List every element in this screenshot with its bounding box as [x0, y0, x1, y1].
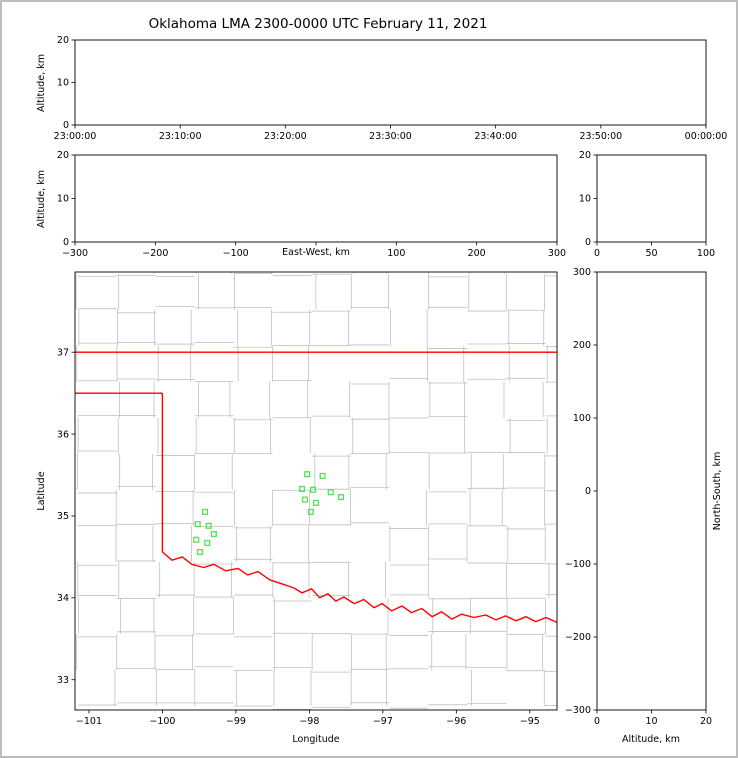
x-tick-label: −95 [520, 716, 540, 727]
station-marker [202, 508, 209, 515]
y-tick-label: 10 [579, 194, 591, 205]
y-tick-label: 20 [57, 35, 69, 46]
y-tick-label: 100 [573, 413, 591, 424]
y-tick-label: 20 [57, 150, 69, 161]
y-tick-label: −100 [565, 559, 591, 570]
x-tick-label: 300 [548, 248, 566, 259]
plan_view-panel-frame [74, 271, 558, 711]
x-tick-label: 100 [697, 248, 715, 259]
y-tick-label: 36 [57, 429, 69, 440]
y-tick-label: 0 [585, 237, 591, 248]
y-tick-label: 0 [585, 486, 591, 497]
y-tick-label: 10 [57, 194, 69, 205]
y-tick-label: 20 [579, 150, 591, 161]
station-marker [298, 485, 306, 493]
x-tick-label: −101 [76, 716, 102, 727]
x-tick-label: 23:20:00 [264, 131, 307, 142]
x-tick-label: 0 [594, 248, 600, 259]
height-ns-ylabel: North-South, km [712, 452, 723, 530]
y-tick-label: −300 [565, 705, 591, 716]
station-marker [319, 472, 326, 479]
station-marker [196, 548, 203, 556]
x-tick-label: 00:00:00 [685, 131, 728, 142]
station-marker [193, 536, 200, 543]
station-marker [205, 522, 212, 529]
x-tick-label: −97 [373, 716, 393, 727]
x-tick-label: 0 [594, 716, 600, 727]
x-tick-label: 23:40:00 [474, 131, 517, 142]
x-tick-label: −100 [223, 248, 249, 259]
x-tick-label: 23:00:00 [54, 131, 97, 142]
station-marker [307, 508, 314, 515]
station-marker [301, 496, 309, 503]
y-tick-label: 0 [63, 120, 69, 131]
x-tick-label: 20 [700, 716, 712, 727]
map-layer [75, 272, 557, 710]
y-tick-label: 0 [63, 237, 69, 248]
station-marker [310, 486, 317, 493]
station-marker [204, 539, 211, 547]
x-tick-label: −100 [149, 716, 175, 727]
time-height-ylabel: Altitude, km [36, 54, 47, 112]
x-tick-label: 23:10:00 [159, 131, 202, 142]
station-marker [210, 530, 217, 538]
x-tick-label: 50 [645, 248, 657, 259]
x-tick-label: 23:30:00 [369, 131, 412, 142]
x-tick-label: 23:50:00 [579, 131, 622, 142]
y-tick-label: 34 [57, 593, 69, 604]
figure-title: Oklahoma LMA 2300-0000 UTC February 11, … [149, 16, 488, 32]
static-labels: Oklahoma LMA 2300-0000 UTC February 11, … [36, 16, 723, 745]
x-tick-label: −96 [446, 716, 466, 727]
station-marker [194, 521, 201, 528]
render-layer: 23:00:00 23:10:00 23:20:00 23:30:00 23:40:00… [54, 35, 728, 727]
height_ns-plot-area [597, 272, 706, 710]
station-marker [312, 499, 320, 506]
y-tick-label: 35 [57, 511, 69, 522]
station-marker [337, 494, 345, 501]
y-tick-label: −200 [565, 632, 591, 643]
ew-height-xlabel: East-West, km [282, 247, 350, 258]
x-tick-label: 200 [468, 248, 486, 259]
station-marker [304, 471, 311, 478]
ew_height-plot-area [75, 155, 557, 242]
source_histogram-plot-area [597, 155, 706, 242]
height-ns-xlabel: Altitude, km [622, 734, 680, 745]
y-tick-label: 33 [57, 675, 69, 686]
plan-view-ylabel: Latitude [36, 471, 47, 510]
y-tick-label: 10 [57, 78, 69, 89]
x-tick-label: −200 [142, 248, 168, 259]
x-tick-label: 10 [645, 716, 657, 727]
y-tick-label: 37 [57, 347, 69, 358]
x-tick-label: −98 [299, 716, 319, 727]
x-tick-label: −99 [226, 716, 246, 727]
time_height-plot-area [75, 40, 706, 125]
x-tick-label: 100 [387, 248, 405, 259]
station-marker [327, 489, 334, 496]
x-tick-label: −300 [62, 248, 88, 259]
y-tick-label: 200 [573, 340, 591, 351]
y-tick-label: 300 [573, 267, 591, 278]
ew-height-ylabel: Altitude, km [36, 170, 47, 228]
state-border-line [161, 551, 557, 624]
plan-view-xlabel: Longitude [292, 734, 339, 745]
